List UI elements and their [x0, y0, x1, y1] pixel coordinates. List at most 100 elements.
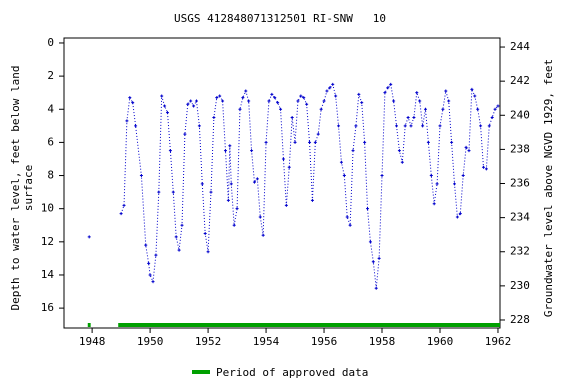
approved-period	[87, 323, 91, 327]
data-point	[226, 198, 230, 202]
legend-label: Period of approved data	[216, 366, 368, 379]
x-tick-label: 1950	[137, 335, 164, 348]
data-point	[406, 116, 410, 120]
x-tick-label: 1954	[253, 335, 280, 348]
y-tick-label: 8	[47, 169, 54, 182]
data-point	[168, 149, 172, 153]
data-point	[284, 203, 288, 207]
data-point	[490, 116, 494, 120]
data-point	[258, 215, 262, 219]
data-point	[279, 107, 283, 111]
data-point	[377, 256, 381, 260]
series-line	[120, 83, 499, 289]
data-point	[368, 240, 372, 244]
data-point	[308, 140, 312, 144]
data-point	[458, 212, 462, 216]
y2-tick-label: 230	[510, 279, 530, 292]
data-point	[296, 99, 300, 103]
data-point	[360, 101, 364, 105]
y-tick-label: 4	[47, 102, 54, 115]
data-point	[154, 253, 158, 257]
data-point	[200, 182, 204, 186]
data-point	[223, 149, 227, 153]
data-point	[452, 182, 456, 186]
data-point	[493, 107, 497, 111]
data-point	[461, 174, 465, 178]
data-point	[383, 91, 387, 95]
data-point	[421, 124, 425, 128]
data-point	[122, 203, 126, 207]
data-point	[293, 140, 297, 144]
data-point	[351, 149, 355, 153]
data-point	[281, 157, 285, 161]
data-point	[174, 235, 178, 239]
data-point	[290, 116, 294, 120]
data-point	[325, 89, 329, 93]
data-point	[244, 89, 248, 93]
data-point	[313, 140, 317, 144]
data-point	[264, 140, 268, 144]
data-point	[316, 132, 320, 136]
data-point	[484, 167, 488, 171]
data-point	[435, 182, 439, 186]
data-point	[228, 144, 232, 148]
y-tick-label: 10	[41, 202, 54, 215]
data-point	[87, 235, 91, 239]
data-point	[464, 145, 468, 149]
data-point	[241, 96, 245, 100]
data-point	[252, 180, 256, 184]
data-point	[186, 102, 190, 106]
x-tick-label: 1958	[369, 335, 396, 348]
y2-tick-label: 244	[510, 40, 530, 53]
data-point	[183, 132, 187, 136]
data-point	[151, 280, 155, 284]
data-point	[305, 102, 309, 106]
data-point	[287, 165, 291, 169]
data-point	[267, 99, 271, 103]
data-point	[139, 174, 143, 178]
data-point	[397, 149, 401, 153]
data-point	[194, 99, 198, 103]
data-point	[209, 190, 213, 194]
data-point	[319, 107, 323, 111]
x-tick-label: 1962	[485, 335, 512, 348]
data-point	[450, 140, 454, 144]
data-point	[218, 94, 222, 98]
data-point	[366, 207, 370, 211]
data-point	[371, 260, 375, 264]
approved-period	[118, 323, 500, 327]
data-point	[180, 223, 184, 227]
data-point	[389, 82, 393, 86]
y-tick-label: 14	[41, 268, 55, 281]
data-point	[432, 202, 436, 206]
data-point	[374, 286, 378, 290]
y2-tick-label: 232	[510, 245, 530, 258]
data-point	[345, 215, 349, 219]
chart-title: USGS 412848071312501 RI-SNW 10	[174, 12, 386, 25]
x-tick-label: 1948	[79, 335, 106, 348]
data-point	[357, 92, 361, 96]
plot-frame	[63, 37, 501, 329]
data-point	[144, 243, 148, 247]
data-point	[429, 174, 433, 178]
data-point	[444, 89, 448, 93]
data-point	[339, 160, 343, 164]
data-point	[348, 223, 352, 227]
data-point	[157, 190, 161, 194]
x-tick-label: 1956	[311, 335, 338, 348]
data-point	[479, 124, 483, 128]
data-point	[481, 165, 485, 169]
data-point	[299, 94, 303, 98]
data-point	[447, 99, 451, 103]
y-tick-label: 2	[47, 69, 54, 82]
data-point	[392, 99, 396, 103]
data-point	[400, 160, 404, 164]
data-point	[476, 107, 480, 111]
y-axis-label: Depth to water level, feet below land	[9, 65, 22, 310]
x-tick-label: 1960	[427, 335, 454, 348]
data-point	[128, 96, 132, 100]
data-point	[165, 111, 169, 115]
data-point	[438, 124, 442, 128]
data-point	[206, 250, 210, 254]
data-point	[203, 232, 207, 236]
